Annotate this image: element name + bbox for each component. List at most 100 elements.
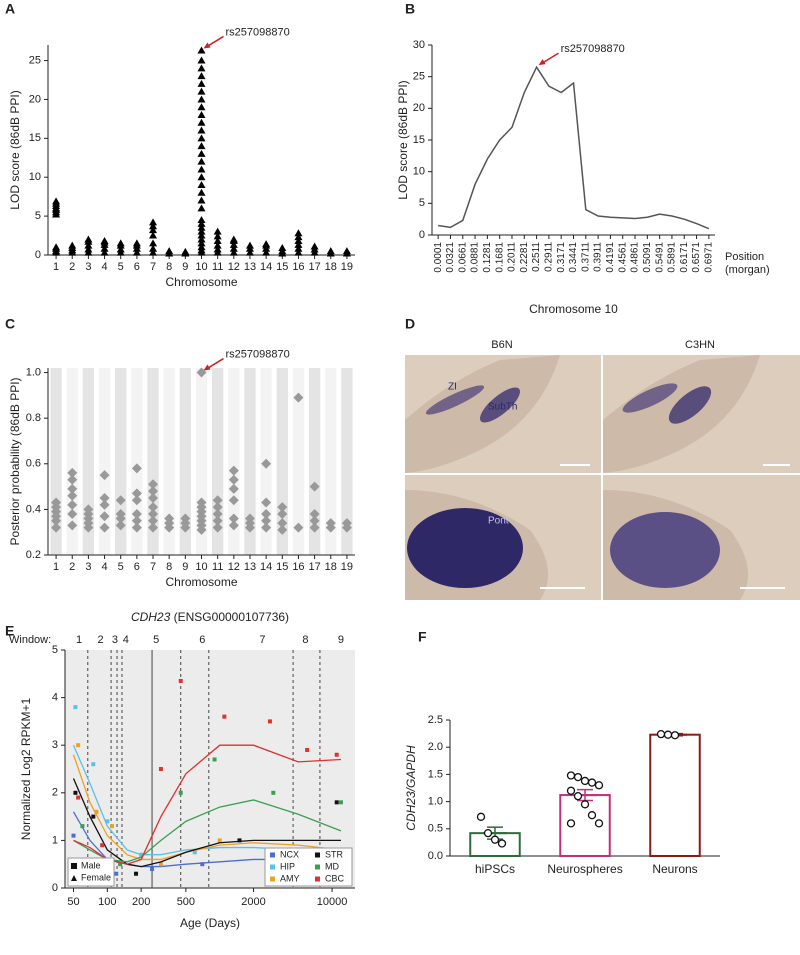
title-part: (ENSG00000107736) [174, 610, 289, 624]
column-header: C3HN [685, 339, 715, 351]
point [594, 781, 604, 790]
marker [197, 149, 206, 157]
marker [149, 248, 158, 256]
x-tick-label: 5 [118, 261, 124, 273]
y-tick-label: 1 [52, 834, 58, 846]
x-tick-label: 15 [276, 561, 288, 573]
stain [425, 385, 485, 415]
x-axis-label: Chromosome [165, 275, 237, 289]
stain [622, 383, 678, 413]
panel-label: A [5, 1, 15, 17]
marker [180, 513, 191, 524]
point [71, 833, 76, 838]
band [98, 368, 111, 555]
marker [294, 248, 303, 256]
panel-label: C [5, 316, 15, 332]
y-tick-label: 0.5 [428, 823, 443, 835]
marker [261, 522, 272, 533]
marker [277, 502, 288, 513]
x-tick-label: 9 [182, 561, 188, 573]
x-tick-label: 0.3171 [556, 242, 567, 273]
legend-marker [270, 864, 275, 870]
y-axis-label: LOD score (86dB PPI) [8, 90, 22, 209]
trend-line [73, 799, 342, 863]
point [109, 824, 114, 829]
x-tick-label: 12 [228, 261, 240, 273]
legend-marker [315, 852, 320, 858]
point [267, 719, 272, 724]
band [147, 368, 159, 555]
y-axis-label: Posterior probability (86dB PPI) [8, 377, 22, 545]
marker [197, 111, 206, 118]
point [338, 800, 343, 805]
line [438, 65, 710, 230]
legend-label: Female [81, 872, 111, 882]
annotation-arrowhead [538, 59, 546, 66]
point [490, 835, 500, 844]
x-tick-label: 0.0661 [457, 242, 468, 273]
marker [197, 56, 206, 64]
x-tick-label: 0.2011 [507, 242, 518, 272]
marker [261, 508, 272, 519]
stain [479, 387, 521, 423]
point [483, 829, 493, 838]
marker [228, 483, 239, 494]
y-tick-label: 1.0 [26, 366, 41, 378]
x-tick-label: 3 [85, 261, 91, 273]
x-tick-label: 6 [134, 561, 140, 573]
marker [197, 181, 206, 188]
y-tick-label: 4 [52, 692, 58, 704]
window-number: 2 [97, 634, 103, 646]
marker [197, 142, 206, 150]
marker [197, 126, 206, 134]
y-tick-label: 2 [52, 787, 58, 799]
point [91, 814, 96, 819]
x-tick-label: 13 [244, 561, 256, 573]
trend-line [73, 744, 341, 865]
marker [149, 231, 158, 239]
marker [212, 502, 223, 513]
marker [67, 520, 78, 531]
marker [197, 223, 206, 231]
marker [342, 247, 351, 255]
marker [148, 508, 159, 519]
x-axis-label: Age (Days) [180, 916, 240, 930]
marker [148, 515, 159, 526]
marker [213, 227, 222, 235]
marker [212, 515, 223, 526]
x-tick-label: 1 [53, 561, 59, 573]
marker [277, 508, 288, 519]
marker [310, 242, 319, 250]
marker [197, 188, 206, 196]
marker [67, 508, 78, 519]
marker [228, 495, 239, 506]
legend-marker [315, 876, 320, 882]
band [115, 368, 127, 555]
y-tick-label: 1.5 [428, 768, 443, 780]
legend-marker [270, 876, 275, 882]
marker [213, 237, 222, 244]
marker [131, 463, 142, 474]
annotation: rs257098870 [226, 26, 290, 38]
marker [261, 515, 272, 526]
x-tick-label: 17 [308, 561, 320, 573]
y-tick-label: 25 [29, 54, 41, 66]
marker [84, 241, 93, 249]
x-tick-label: 2000 [241, 896, 265, 908]
band [50, 368, 62, 555]
marker [148, 486, 159, 497]
panel-label: B [405, 1, 415, 17]
window-number: 5 [153, 634, 159, 646]
x-unit: (morgan) [725, 264, 770, 276]
marker [197, 134, 206, 142]
point [476, 812, 486, 821]
legend-marker [71, 863, 77, 869]
marker [131, 522, 142, 533]
panel-label: D [405, 316, 415, 332]
x-tick-label: 0.2511 [531, 242, 542, 272]
point [91, 762, 96, 767]
marker [99, 470, 110, 481]
annotation-arrowhead [203, 42, 211, 49]
legend-marker [315, 864, 320, 870]
